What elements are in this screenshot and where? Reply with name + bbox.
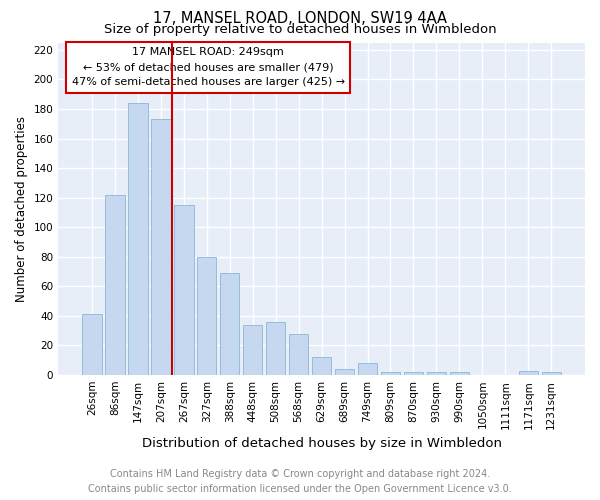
Bar <box>381 372 400 375</box>
Text: 17, MANSEL ROAD, LONDON, SW19 4AA: 17, MANSEL ROAD, LONDON, SW19 4AA <box>153 11 447 26</box>
Bar <box>197 257 217 375</box>
Bar <box>358 363 377 375</box>
Bar <box>518 370 538 375</box>
Text: 17 MANSEL ROAD: 249sqm
← 53% of detached houses are smaller (479)
47% of semi-de: 17 MANSEL ROAD: 249sqm ← 53% of detached… <box>72 48 345 87</box>
X-axis label: Distribution of detached houses by size in Wimbledon: Distribution of detached houses by size … <box>142 437 502 450</box>
Bar <box>404 372 423 375</box>
Bar <box>289 334 308 375</box>
Y-axis label: Number of detached properties: Number of detached properties <box>15 116 28 302</box>
Bar <box>335 369 355 375</box>
Bar <box>449 372 469 375</box>
Bar <box>128 103 148 375</box>
Bar <box>220 273 239 375</box>
Bar <box>105 194 125 375</box>
Bar <box>151 120 170 375</box>
Bar <box>542 372 561 375</box>
Bar <box>82 314 101 375</box>
Bar <box>427 372 446 375</box>
Bar <box>266 322 286 375</box>
Bar <box>312 358 331 375</box>
Bar <box>174 205 194 375</box>
Bar <box>243 325 262 375</box>
Text: Size of property relative to detached houses in Wimbledon: Size of property relative to detached ho… <box>104 22 496 36</box>
Text: Contains HM Land Registry data © Crown copyright and database right 2024.
Contai: Contains HM Land Registry data © Crown c… <box>88 469 512 494</box>
